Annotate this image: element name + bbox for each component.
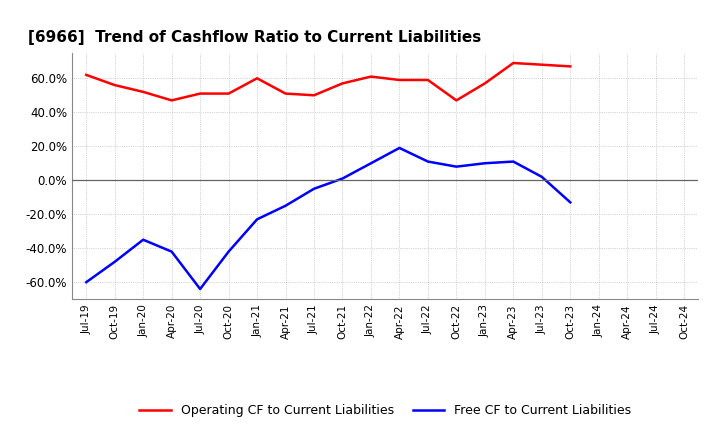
Operating CF to Current Liabilities	[82, 72, 91, 77]
Free CF to Current Liabilities	[225, 249, 233, 254]
Operating CF to Current Liabilities	[395, 77, 404, 83]
Free CF to Current Liabilities	[110, 259, 119, 264]
Legend: Operating CF to Current Liabilities, Free CF to Current Liabilities: Operating CF to Current Liabilities, Fre…	[135, 399, 636, 422]
Free CF to Current Liabilities	[537, 174, 546, 180]
Operating CF to Current Liabilities	[537, 62, 546, 67]
Free CF to Current Liabilities	[310, 186, 318, 191]
Operating CF to Current Liabilities	[452, 98, 461, 103]
Free CF to Current Liabilities	[338, 176, 347, 181]
Operating CF to Current Liabilities	[509, 60, 518, 66]
Operating CF to Current Liabilities	[310, 93, 318, 98]
Free CF to Current Liabilities	[196, 286, 204, 292]
Operating CF to Current Liabilities	[480, 81, 489, 86]
Free CF to Current Liabilities	[139, 237, 148, 242]
Operating CF to Current Liabilities	[253, 76, 261, 81]
Operating CF to Current Liabilities	[139, 89, 148, 95]
Operating CF to Current Liabilities	[110, 82, 119, 88]
Free CF to Current Liabilities	[452, 164, 461, 169]
Free CF to Current Liabilities	[366, 161, 375, 166]
Free CF to Current Liabilities	[480, 161, 489, 166]
Text: [6966]  Trend of Cashflow Ratio to Current Liabilities: [6966] Trend of Cashflow Ratio to Curren…	[28, 29, 482, 45]
Free CF to Current Liabilities	[566, 200, 575, 205]
Line: Free CF to Current Liabilities: Free CF to Current Liabilities	[86, 148, 570, 289]
Free CF to Current Liabilities	[253, 216, 261, 222]
Operating CF to Current Liabilities	[225, 91, 233, 96]
Operating CF to Current Liabilities	[338, 81, 347, 86]
Free CF to Current Liabilities	[509, 159, 518, 164]
Operating CF to Current Liabilities	[366, 74, 375, 79]
Free CF to Current Liabilities	[423, 159, 432, 164]
Free CF to Current Liabilities	[395, 145, 404, 150]
Line: Operating CF to Current Liabilities: Operating CF to Current Liabilities	[86, 63, 570, 100]
Operating CF to Current Liabilities	[423, 77, 432, 83]
Operating CF to Current Liabilities	[196, 91, 204, 96]
Operating CF to Current Liabilities	[167, 98, 176, 103]
Free CF to Current Liabilities	[82, 279, 91, 285]
Operating CF to Current Liabilities	[282, 91, 290, 96]
Operating CF to Current Liabilities	[566, 64, 575, 69]
Free CF to Current Liabilities	[282, 203, 290, 209]
Free CF to Current Liabilities	[167, 249, 176, 254]
